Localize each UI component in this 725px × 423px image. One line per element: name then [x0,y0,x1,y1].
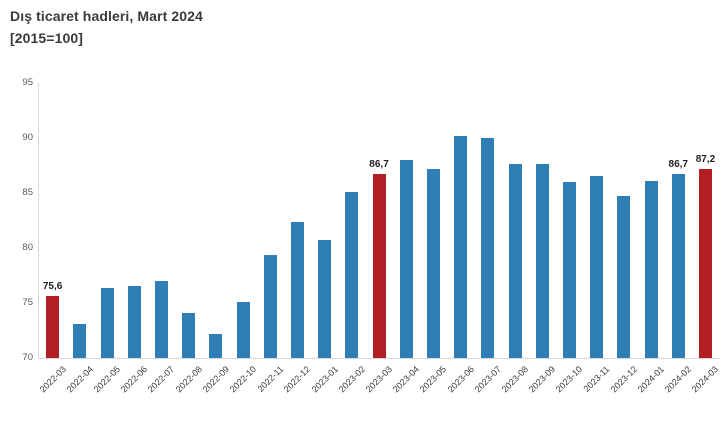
bar [535,164,549,358]
bar-slot [257,83,284,358]
bar-slot [284,83,311,358]
chart-subtitle: [2015=100] [10,30,84,46]
bar-slot [420,83,447,358]
bars-container: 75,6 86,7 86,7 87,2 [39,83,719,358]
bar-slot [474,83,501,358]
highlighted-bar [46,296,60,358]
y-tick-label: 90 [22,132,33,143]
bar [127,286,141,358]
bar-slot [121,83,148,358]
bar [182,313,196,358]
x-tick-label: 2022-04 [64,364,95,395]
bar [590,176,604,358]
x-tick-label: 2022-05 [91,364,123,395]
bar [290,222,304,358]
bar-slot [501,83,528,358]
bar-slot [556,83,583,358]
bar-slot [393,83,420,358]
bar-slot [610,83,637,358]
x-tick-label: 2022-10 [227,364,259,395]
x-tick-label: 2023-09 [526,364,558,395]
x-tick-label: 2022-08 [173,364,204,395]
x-tick-label: 2022-07 [146,364,177,395]
bar-slot: 75,6 [39,83,66,358]
y-tick-label: 75 [22,297,33,308]
x-tick-label: 2022-12 [282,364,313,395]
x-tick-label: 2023-06 [445,364,476,395]
bar-slot [637,83,664,358]
bar [73,324,87,358]
bar-slot [148,83,175,358]
bar [318,240,332,358]
chart-title: Dış ticaret hadleri, Mart 2024 [10,8,203,24]
x-tick-label: 2022-03 [37,364,68,395]
bar-slot: 87,2 [692,83,719,358]
bar [481,138,495,358]
y-tick-label: 70 [22,352,33,363]
bar [209,334,223,358]
bar-value-label: 86,7 [369,159,389,170]
bar-slot [447,83,474,358]
x-tick-label: 2024-02 [662,364,694,395]
bar-slot: 86,7 [665,83,692,358]
y-tick-label: 80 [22,242,33,253]
x-tick-label: 2023-02 [336,364,367,395]
highlighted-bar [372,174,386,358]
bar-slot [66,83,93,358]
bar [671,174,685,358]
x-tick-label: 2023-08 [499,364,531,395]
bar [426,169,440,358]
plot-area: 75,6 86,7 86,7 87,2 2022-03 2022-04 2022-05 20… [37,83,720,394]
x-tick-label: 2023-03 [363,364,395,395]
bar [562,182,576,358]
x-tick-label: 2023-12 [608,364,639,395]
bar-value-label: 87,2 [695,154,716,165]
x-tick-label: 2023-05 [418,364,449,395]
bar [454,136,468,358]
x-axis-labels: 2022-03 2022-04 2022-05 2022-06 2022-07 2022-… [37,358,721,420]
bar-slot: 86,7 [365,83,392,358]
x-tick-label: 2024-03 [690,364,721,395]
bar-value-label: 86,7 [668,159,688,170]
chart-title-block: Dış ticaret hadleri, Mart 2024 [2015=100… [10,5,203,49]
x-tick-label: 2023-01 [309,364,340,395]
y-tick-label: 85 [22,187,33,198]
x-tick-label: 2023-11 [581,364,612,394]
x-tick-label: 2023-07 [472,364,503,395]
highlighted-bar [698,169,712,358]
bar [236,302,250,358]
bar-slot [338,83,365,358]
bar-slot [311,83,338,358]
bar [100,288,114,358]
bar [263,255,277,358]
bar-slot [229,83,256,358]
bar [644,181,658,358]
bar-slot [202,83,229,358]
bar [617,196,631,358]
bar [508,164,522,358]
bar [345,192,359,358]
x-tick-label: 2024-01 [635,364,667,395]
bar-slot [583,83,610,358]
x-tick-label: 2023-04 [390,364,422,395]
x-tick-label: 2022-09 [200,364,231,395]
bar-slot [93,83,120,358]
bar-slot [175,83,202,358]
y-tick-label: 95 [22,77,33,88]
bar [399,160,413,358]
x-tick-label: 2022-11 [255,364,286,394]
bar-value-label: 75,6 [42,281,63,292]
y-axis: 70 75 80 85 90 95 [0,77,34,363]
x-tick-label: 2022-06 [118,364,150,395]
bar-slot [529,83,556,358]
x-tick-label: 2023-10 [554,364,585,395]
bar [154,281,168,358]
